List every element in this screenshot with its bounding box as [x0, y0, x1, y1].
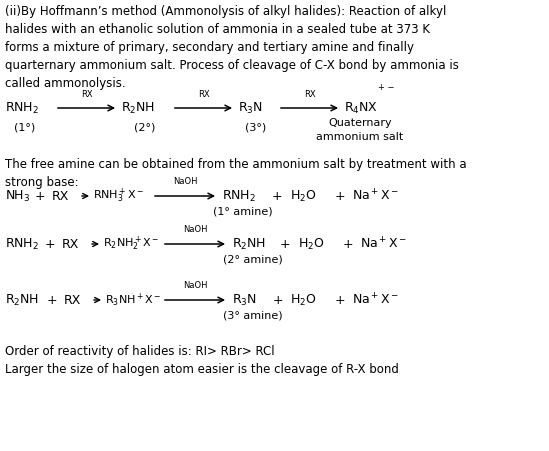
Text: +: + [343, 238, 354, 250]
Text: (3° amine): (3° amine) [223, 310, 283, 320]
Text: R$_2$NH$_2^+$X$^-$: R$_2$NH$_2^+$X$^-$ [103, 235, 159, 253]
Text: (2°): (2°) [135, 122, 156, 132]
Text: RNH$_3^+$X$^-$: RNH$_3^+$X$^-$ [93, 187, 144, 205]
Text: (3°): (3°) [245, 122, 267, 132]
Text: RNH$_2$: RNH$_2$ [5, 236, 38, 252]
Text: (2° amine): (2° amine) [223, 254, 283, 264]
Text: +: + [272, 189, 282, 202]
Text: RX: RX [304, 90, 315, 99]
Text: + −: + − [378, 83, 395, 92]
Text: +: + [35, 189, 46, 202]
Text: Na$^+$X$^-$: Na$^+$X$^-$ [352, 189, 399, 204]
Text: RX: RX [198, 90, 209, 99]
Text: (ii)By Hoffmann’s method (Ammonolysis of alkyl halides): Reaction of alkyl
halid: (ii)By Hoffmann’s method (Ammonolysis of… [5, 5, 459, 90]
Text: NaOH: NaOH [183, 281, 208, 290]
Text: (1° amine): (1° amine) [213, 206, 273, 216]
Text: RX: RX [52, 189, 69, 202]
Text: R$_3$N: R$_3$N [238, 101, 263, 115]
Text: (1°): (1°) [14, 122, 36, 132]
Text: H$_2$O: H$_2$O [290, 292, 317, 308]
Text: +: + [335, 189, 345, 202]
Text: RNH$_2$: RNH$_2$ [222, 189, 256, 203]
Text: R$_2$NH: R$_2$NH [121, 101, 155, 115]
Text: NaOH: NaOH [183, 225, 208, 234]
Text: +: + [44, 238, 55, 250]
Text: RX: RX [64, 294, 81, 307]
Text: R$_2$NH: R$_2$NH [232, 236, 266, 252]
Text: +: + [279, 238, 290, 250]
Text: H$_2$O: H$_2$O [290, 189, 317, 203]
Text: +: + [273, 294, 283, 307]
Text: NH$_3$: NH$_3$ [5, 189, 30, 203]
Text: R$_3$N: R$_3$N [232, 292, 257, 308]
Text: The free amine can be obtained from the ammonium salt by treatment with a
strong: The free amine can be obtained from the … [5, 158, 467, 189]
Text: Na$^+$X$^-$: Na$^+$X$^-$ [360, 236, 407, 252]
Text: RX: RX [81, 90, 92, 99]
Text: +: + [47, 294, 57, 307]
Text: R$_3$NH$^+$X$^-$: R$_3$NH$^+$X$^-$ [105, 291, 161, 308]
Text: Quaternary: Quaternary [328, 118, 392, 128]
Text: +: + [335, 294, 345, 307]
Text: ammonium salt: ammonium salt [316, 132, 404, 142]
Text: H$_2$O: H$_2$O [298, 236, 324, 252]
Text: R$_2$NH: R$_2$NH [5, 292, 39, 308]
Text: Na$^+$X$^-$: Na$^+$X$^-$ [352, 292, 399, 308]
Text: R$_4$NX: R$_4$NX [344, 101, 378, 115]
Text: RNH$_2$: RNH$_2$ [5, 101, 38, 115]
Text: NaOH: NaOH [173, 177, 197, 186]
Text: Order of reactivity of halides is: RI> RBr> RCl
Larger the size of halogen atom : Order of reactivity of halides is: RI> R… [5, 345, 399, 376]
Text: RX: RX [62, 238, 80, 250]
